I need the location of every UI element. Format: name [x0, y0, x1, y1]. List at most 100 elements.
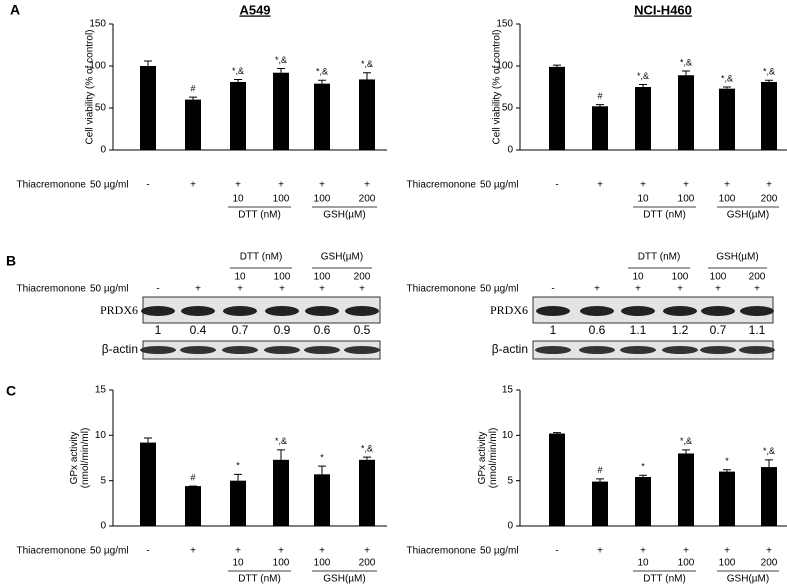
significance-label: *,&	[680, 436, 692, 446]
treatment-sign: +	[278, 546, 284, 557]
dose-label: 10	[632, 272, 644, 283]
band-ratio: 0.7	[232, 323, 249, 337]
treatment-sign: +	[724, 180, 730, 191]
bar	[314, 474, 330, 526]
bar	[635, 87, 651, 150]
bar	[185, 486, 201, 526]
blot-band	[223, 306, 257, 316]
treatment-sign: +	[359, 284, 365, 295]
bar	[359, 459, 375, 526]
loading-label: β-actin	[492, 342, 528, 356]
y-tick-label: 50	[95, 103, 107, 114]
treatment-sign: +	[754, 284, 760, 295]
y-axis-label: (nmol/min/ml)	[80, 428, 91, 489]
band-ratio: 0.7	[710, 323, 727, 337]
y-axis-label: GPx activity	[477, 432, 488, 485]
group-label: DTT (nM)	[643, 210, 686, 221]
blot-band	[580, 306, 614, 316]
treatment-unit: 50 µg/ml	[90, 180, 129, 191]
group-label: GSH(µM)	[321, 252, 363, 263]
bar	[761, 467, 777, 526]
panel-label: A	[10, 2, 20, 18]
treatment-sign: -	[156, 284, 159, 295]
dose-label: 100	[672, 272, 689, 283]
dose-label: 100	[273, 194, 290, 205]
protein-label: PRDX6	[490, 303, 528, 317]
y-tick-label: 50	[502, 103, 514, 114]
bar	[230, 480, 246, 526]
group-label: GSH(µM)	[727, 210, 769, 221]
treatment-unit: 50 µg/ml	[480, 180, 519, 191]
group-label: GSH(µM)	[323, 574, 365, 585]
band-ratio: 0.6	[589, 323, 606, 337]
y-tick-label: 0	[100, 145, 106, 156]
error-bar	[144, 60, 152, 66]
dose-label: 200	[354, 272, 371, 283]
dose-label: 100	[710, 272, 727, 283]
treatment-label: Thiacremonone	[17, 180, 87, 191]
significance-label: *	[320, 453, 324, 463]
panel-label: C	[6, 383, 16, 399]
error-bar	[682, 449, 690, 454]
dose-label: 100	[273, 558, 290, 569]
error-bar	[234, 78, 242, 82]
panel-label: B	[6, 253, 16, 269]
treatment-sign: +	[195, 284, 201, 295]
error-bar	[723, 86, 731, 89]
loading-band	[140, 346, 176, 354]
loading-band	[579, 346, 615, 354]
treatment-sign: +	[677, 284, 683, 295]
significance-label: *,&	[680, 57, 692, 67]
significance-label: *,&	[637, 71, 649, 81]
treatment-sign: +	[683, 180, 689, 191]
significance-label: *,&	[275, 55, 287, 65]
treatment-sign: +	[319, 546, 325, 557]
significance-label: #	[597, 465, 602, 475]
treatment-sign: +	[594, 284, 600, 295]
band-ratio: 1	[155, 323, 162, 337]
band-ratio: 0.9	[274, 323, 291, 337]
error-bar	[363, 456, 371, 460]
group-label: DTT (nM)	[643, 574, 686, 585]
dose-label: 100	[314, 558, 331, 569]
error-bar	[596, 104, 604, 107]
y-tick-label: 15	[502, 385, 514, 396]
y-tick-label: 0	[100, 521, 106, 532]
error-bar	[363, 72, 371, 80]
significance-label: *,&	[275, 436, 287, 446]
band-ratio: 0.5	[354, 323, 371, 337]
loading-band	[222, 346, 258, 354]
band-ratio: 0.6	[314, 323, 331, 337]
error-bar	[189, 96, 197, 100]
blot-band	[701, 306, 735, 316]
treatment-sign: -	[146, 180, 149, 191]
treatment-sign: +	[597, 180, 603, 191]
treatment-sign: +	[597, 546, 603, 557]
blot-box	[142, 296, 381, 324]
group-label: DTT (nM)	[638, 252, 681, 263]
bar	[140, 66, 156, 150]
bar	[592, 106, 608, 150]
bar	[761, 81, 777, 150]
significance-label: *,&	[232, 66, 244, 76]
treatment-sign: +	[715, 284, 721, 295]
blot-band	[305, 306, 339, 316]
y-tick-label: 150	[89, 19, 106, 30]
y-axis-label: (nmol/min/ml)	[488, 428, 499, 489]
band-ratio: 1.1	[630, 323, 647, 337]
significance-label: *	[641, 462, 645, 472]
dose-label: 10	[232, 558, 244, 569]
error-bar	[639, 83, 647, 87]
chart-title: A549	[239, 2, 270, 17]
significance-label: *,&	[361, 59, 373, 69]
loading-label: β-actin	[102, 342, 138, 356]
significance-label: *	[725, 456, 729, 466]
error-bar	[765, 459, 773, 468]
blot-band	[265, 306, 299, 316]
bar	[635, 477, 651, 526]
treatment-sign: -	[551, 284, 554, 295]
blot-band	[345, 306, 379, 316]
treatment-sign: +	[235, 180, 241, 191]
error-bar	[553, 64, 561, 67]
